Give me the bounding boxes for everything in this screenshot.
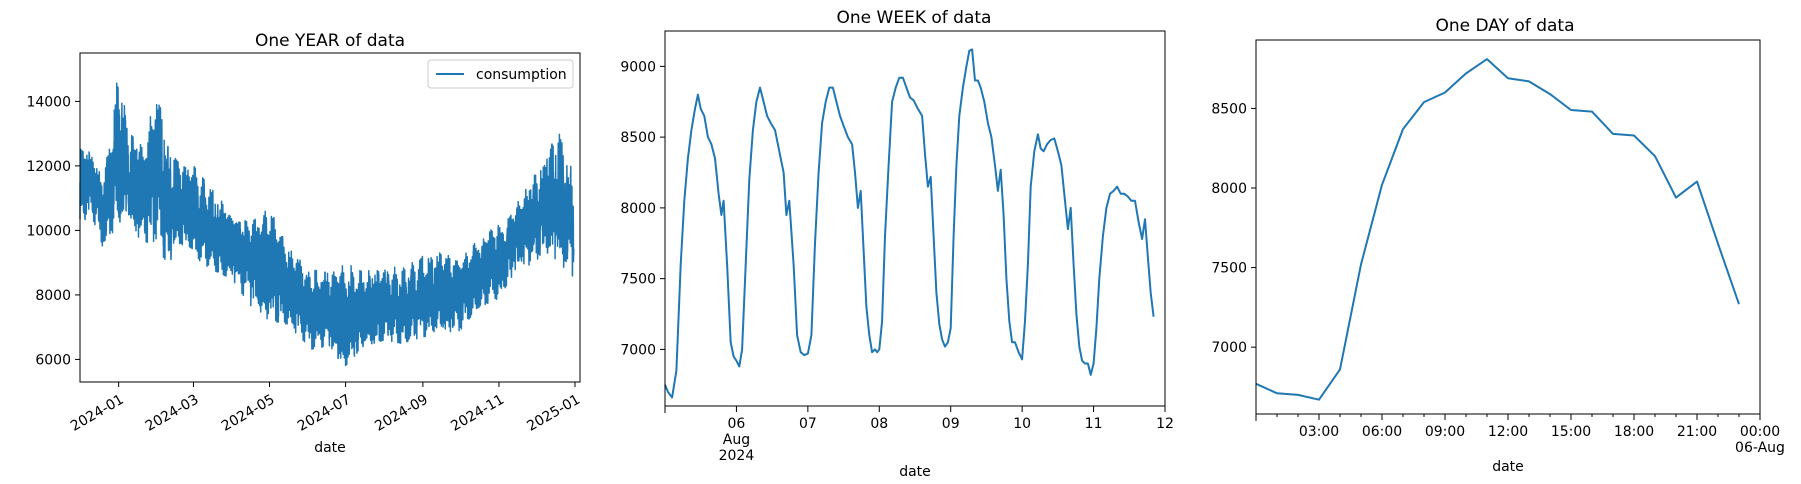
ytick-label: 12000	[26, 159, 71, 175]
xtick-label: 21:00	[1677, 424, 1717, 440]
ytick-label: 8000	[1211, 181, 1247, 197]
xtick-label: 2024-07	[295, 392, 354, 435]
year-chart-title: One YEAR of data	[255, 31, 405, 51]
legend-label-consumption: consumption	[476, 67, 567, 83]
xtick-label: 12	[1156, 416, 1174, 432]
week-chart-axes-frame	[664, 30, 1166, 407]
legend-box	[427, 59, 574, 89]
year-chart-xlabel: date	[314, 440, 346, 456]
year-chart-legend: consumption	[427, 59, 574, 89]
xtick-label: 2024-09	[372, 392, 431, 435]
ytick-label: 8000	[620, 201, 656, 217]
xtick-label: 11	[1085, 416, 1103, 432]
xtick-sublabel: 06-Aug	[1735, 440, 1785, 456]
ytick-label: 8000	[35, 288, 71, 304]
series-line	[1255, 58, 1740, 401]
ytick-label: 10000	[26, 223, 71, 239]
xtick-label: 06:00	[1362, 424, 1402, 440]
xtick-label: 09:00	[1425, 424, 1465, 440]
xtick-label: 2024-11	[448, 392, 507, 435]
year-chart-axes-frame	[79, 52, 581, 383]
week-chart-title: One WEEK of data	[837, 8, 992, 28]
ytick-label: 7500	[1211, 261, 1247, 277]
xtick-label: 08	[870, 416, 888, 432]
xtick-label: 03:00	[1299, 424, 1339, 440]
xtick-label: 15:00	[1551, 424, 1591, 440]
day-chart-axes-frame	[1255, 39, 1761, 415]
ytick-label: 6000	[35, 352, 71, 368]
ytick-label: 7500	[620, 272, 656, 288]
day-chart-title: One DAY of data	[1436, 16, 1575, 36]
xtick-label: 12:00	[1488, 424, 1528, 440]
xtick-label: 2025-01	[524, 392, 583, 435]
ytick-label: 9000	[620, 59, 656, 75]
xtick-label: 2024-05	[219, 392, 278, 435]
series-line-consumption	[79, 82, 575, 367]
week-chart: One WEEK of data 7000 7500 8000 8500 9000 06A…	[620, 8, 1174, 480]
series-line	[664, 48, 1155, 399]
xtick-label: 09	[942, 416, 960, 432]
xtick-label: 06	[728, 416, 746, 432]
xtick-sublabel: Aug	[723, 432, 750, 448]
xtick-label: 00:00	[1740, 424, 1780, 440]
day-chart-xlabel: date	[1492, 459, 1524, 475]
year-chart: One YEAR of data 6000 8000 10000 12000 14000…	[26, 31, 583, 456]
ytick-label: 8500	[1211, 101, 1247, 117]
xtick-label: 18:00	[1614, 424, 1654, 440]
xtick-label: 2024-03	[143, 392, 202, 435]
day-chart: One DAY of data 7000 7500 8000 8500 03:00 06:…	[1211, 16, 1785, 475]
xtick-label: 07	[799, 416, 817, 432]
week-chart-xlabel: date	[899, 464, 931, 480]
xtick-label: 2024-01	[68, 392, 127, 435]
xtick-label: 10	[1013, 416, 1031, 432]
ytick-label: 14000	[26, 94, 71, 110]
ytick-label: 8500	[620, 130, 656, 146]
ytick-label: 7000	[620, 342, 656, 358]
xtick-sublabel: 2024	[719, 448, 755, 464]
ytick-label: 7000	[1211, 340, 1247, 356]
